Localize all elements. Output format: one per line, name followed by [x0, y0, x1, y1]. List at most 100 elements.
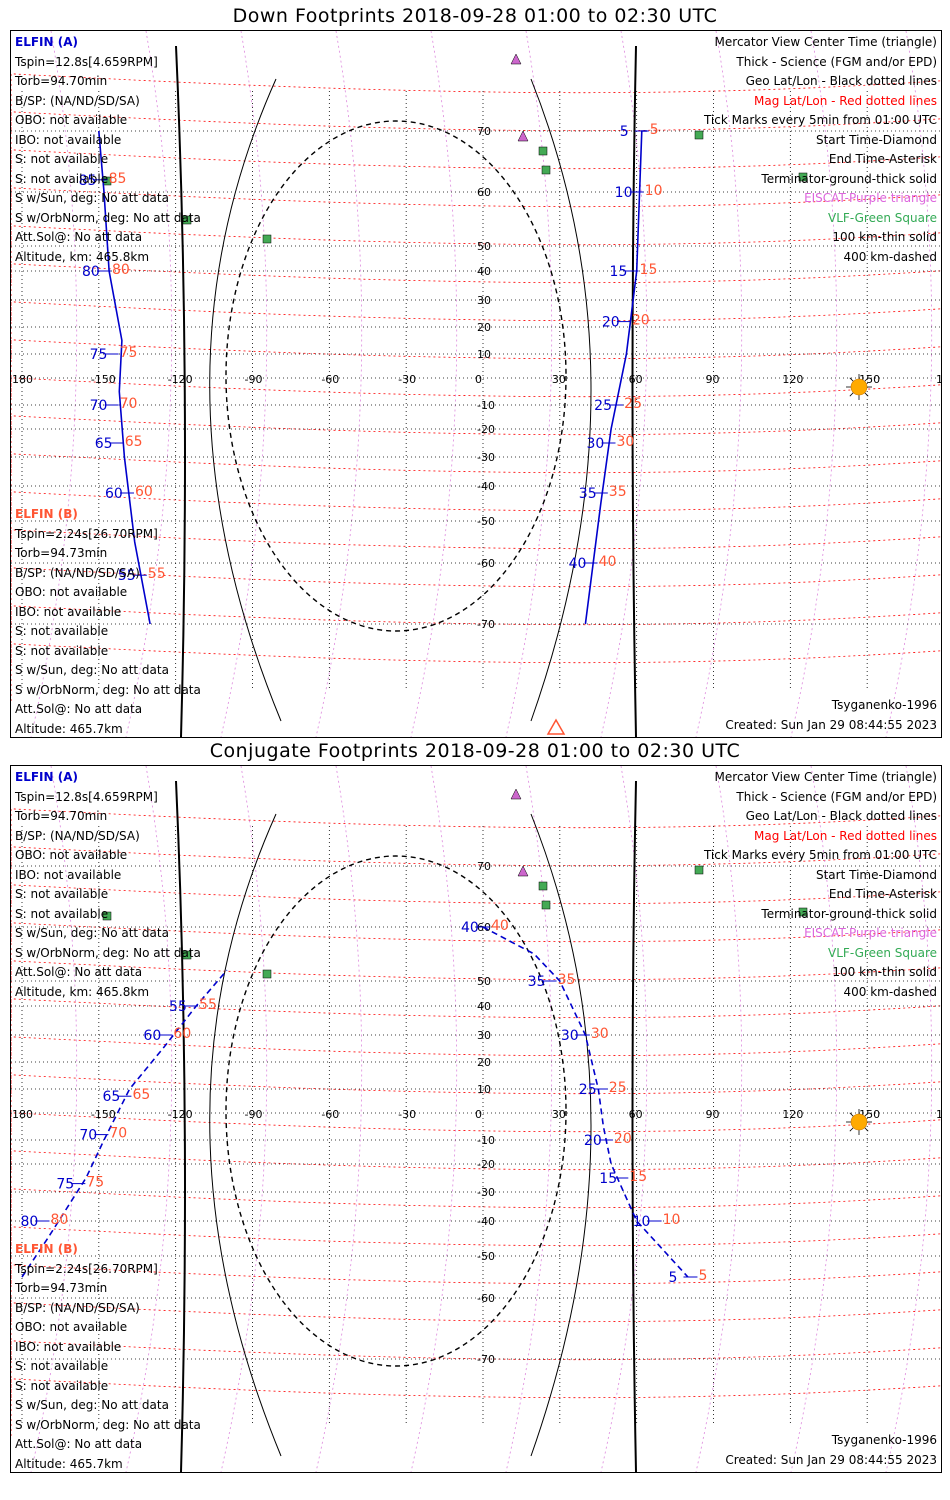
mag-lat-line [11, 1188, 941, 1246]
lat-label: -10 [477, 1134, 495, 1147]
mag-lat-line [11, 453, 941, 511]
mag-lon-line [505, 31, 553, 737]
legend-entry: Thick - Science (FGM and/or EPD) [736, 789, 937, 804]
tick-label-b: 15 [629, 1169, 647, 1185]
tick-label-a: 40 [569, 556, 587, 572]
footer-info: Tsyganenko-1996 Created: Sun Jan 29 08:4… [725, 1431, 937, 1470]
panel-title-down: Down Footprints 2018-09-28 01:00 to 02:3… [232, 5, 718, 27]
lat-label: -30 [477, 1186, 495, 1199]
info-line: S: not available [15, 171, 109, 186]
tick-label-b: 30 [616, 434, 634, 450]
lat-label: -50 [477, 515, 495, 528]
geo-grid [11, 91, 941, 691]
eiscat-triangle [510, 788, 522, 800]
boundary-400km [225, 120, 567, 632]
tick-label-a: 15 [599, 1171, 617, 1187]
tick-label-b: 35 [558, 972, 576, 988]
legend-entry: Tick Marks every 5min from 01:00 UTC [703, 848, 937, 862]
lon-label: 120 [782, 1108, 803, 1121]
lat-label: -20 [477, 1158, 495, 1171]
tick-label-b: 40 [491, 918, 509, 934]
tick-label-a: 60 [105, 486, 123, 502]
info-line: OBO: not available [15, 113, 128, 127]
info-line: S: not available [15, 1378, 109, 1393]
lon-label: -150 [91, 1108, 116, 1121]
terminator-left [175, 780, 186, 1472]
lon-label: 180 [936, 1108, 941, 1121]
lat-label: 30 [477, 1029, 491, 1042]
vlf-square [182, 215, 192, 225]
legend-entry: Mag Lat/Lon - Red dotted lines [753, 828, 937, 843]
tick-label-b: 15 [640, 262, 658, 278]
tick-label-b: 75 [120, 345, 138, 361]
vlf-square [798, 172, 808, 182]
info-line: S: not available [15, 643, 109, 658]
lat-label: 40 [477, 265, 491, 278]
tick-label-b: 40 [599, 554, 617, 570]
info-line: S w/OrbNorm, deg: No att data [15, 682, 201, 697]
info-line: IBO: not available [15, 1339, 122, 1354]
info-line: S: not available [15, 152, 109, 166]
legend-entry: Terminator-ground-thick solid [761, 906, 937, 921]
info-line: Att.Sol@: No att data [15, 1437, 143, 1451]
tick-label-b: 70 [120, 396, 138, 412]
lon-label: -90 [245, 1108, 263, 1121]
map-legend: Mercator View Center Time (triangle) Thic… [704, 768, 937, 1002]
mag-lat-line [11, 415, 941, 473]
info-line: Torb=94.73min [15, 546, 108, 560]
mag-lon-line [30, 766, 78, 1472]
info-line: IBO: not available [15, 604, 122, 619]
lon-label: -120 [168, 373, 193, 386]
lat-label: -50 [477, 1250, 495, 1263]
tick-label-b: 60 [173, 1026, 191, 1042]
boundary-100km-left [209, 78, 282, 722]
lon-label: 30 [552, 1108, 566, 1121]
lon-label: -60 [321, 373, 339, 386]
lat-label: -30 [477, 451, 495, 464]
tick-label-a: 80 [82, 264, 100, 280]
legend-entry: Mercator View Center Time (triangle) [714, 35, 937, 49]
mag-lat-line [11, 301, 941, 359]
info-line: Altitude, km: 465.8km [15, 984, 150, 999]
lon-label: 60 [629, 373, 643, 386]
tick-label-a: 25 [594, 398, 612, 414]
mag-lat-line [11, 377, 941, 435]
tick-label-a: 85 [79, 173, 97, 189]
tick-label-b: 5 [650, 122, 659, 138]
tick-label-a: 70 [90, 398, 108, 414]
info-line: IBO: not available [15, 132, 122, 147]
info-line: B/SP: (NA/ND/SD/SA) [15, 1300, 140, 1315]
vlf-square [182, 950, 192, 960]
tick-label-b: 20 [614, 1131, 632, 1147]
tick-label-a: 35 [528, 974, 546, 990]
info-line: S w/OrbNorm, deg: No att data [15, 210, 201, 225]
elfin-b-header: ELFIN (B) [15, 1242, 78, 1256]
tick-label-a: 25 [579, 1082, 597, 1098]
legend-entry: EISCAT-Purple triangle [804, 191, 937, 205]
lon-label: 90 [706, 373, 720, 386]
info-line: Altitude, km: 465.8km [15, 249, 150, 264]
legend-entry: Geo Lat/Lon - Black dotted lines [745, 809, 937, 823]
info-line: S w/OrbNorm, deg: No att data [15, 945, 201, 960]
lon-label: 90 [706, 1108, 720, 1121]
map-legend: Mercator View Center Time (triangle) Thic… [704, 33, 937, 267]
tick-label-a: 70 [79, 1128, 97, 1144]
lon-label: -150 [91, 373, 116, 386]
lon-label: -120 [168, 1108, 193, 1121]
info-line: IBO: not available [15, 867, 122, 882]
info-line: Altitude: 465.7km [15, 1456, 123, 1471]
panel-title-conjugate: Conjugate Footprints 2018-09-28 01:00 to… [209, 740, 741, 762]
tick-label-a: 80 [20, 1214, 38, 1230]
lat-label: 50 [477, 975, 491, 988]
info-line: OBO: not available [15, 848, 128, 862]
tick-label-a: 55 [169, 999, 187, 1015]
info-line: S w/OrbNorm, deg: No att data [15, 1417, 201, 1432]
elfin-b-lines: Tspin=2.24s[26.70RPM] Torb=94.73min B/SP: … [15, 1260, 201, 1473]
lat-label: -20 [477, 423, 495, 436]
info-line: B/SP: (NA/ND/SD/SA) [15, 565, 140, 580]
info-line: OBO: not available [15, 585, 128, 599]
boundary-400km [225, 855, 567, 1367]
elfin-a-lines: Tspin=12.8s[4.659RPM] Torb=94.70min B/SP: … [15, 53, 201, 268]
tick-label-b: 25 [609, 1080, 627, 1096]
legend-entry: Start Time-Diamond [815, 867, 937, 882]
